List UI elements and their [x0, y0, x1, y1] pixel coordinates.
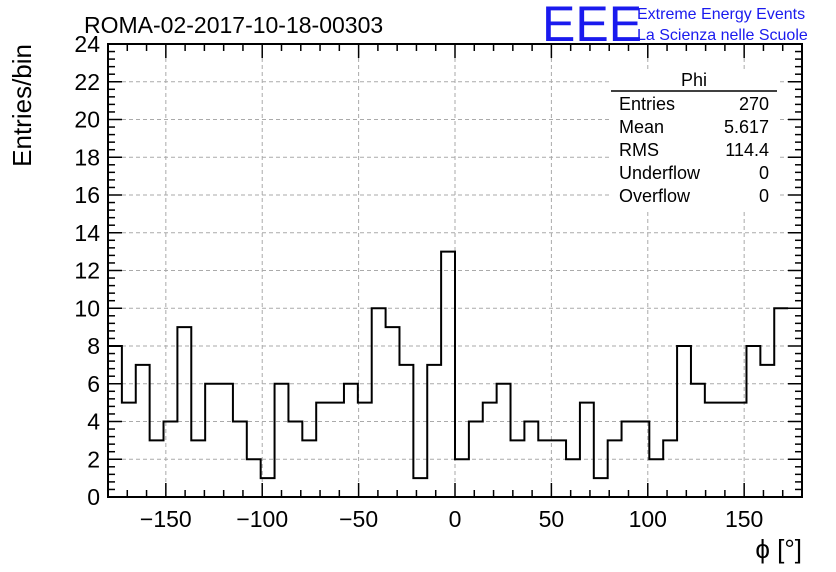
- histogram-bin: [524, 422, 538, 498]
- histogram-bin: [663, 440, 677, 497]
- histogram-bin: [302, 440, 316, 497]
- histogram-bin: [455, 459, 469, 497]
- histogram-bin: [580, 403, 594, 497]
- stats-row-label: Underflow: [619, 163, 701, 183]
- histogram-bin: [552, 440, 566, 497]
- stats-row-label: Mean: [619, 117, 664, 137]
- y-tick-label: 6: [87, 371, 100, 397]
- stats-rows: Entries 270 Mean 5.617 RMS 114.4 Underflow 0 Ove…: [619, 94, 769, 206]
- histogram-bin: [330, 403, 344, 497]
- y-tick-label: 14: [74, 220, 100, 246]
- stats-row-value: 5.617: [724, 117, 769, 137]
- x-tick-label: −100: [236, 506, 288, 532]
- histogram-bin: [386, 327, 400, 497]
- x-axis-title: ϕ [°]: [755, 534, 802, 564]
- y-tick-label: 24: [74, 31, 100, 57]
- stats-row-value: 0: [759, 186, 769, 206]
- histogram-steps: [108, 250, 789, 498]
- histogram-bin: [427, 365, 441, 497]
- stats-box-title: Phi: [681, 70, 707, 90]
- axes: [107, 43, 803, 498]
- y-tick-label: 12: [74, 258, 100, 284]
- y-tick-label: 18: [74, 144, 100, 170]
- histogram-bin: [233, 422, 247, 498]
- histogram-bin: [497, 384, 511, 497]
- stats-row-value: 270: [739, 94, 769, 114]
- histogram-bin: [677, 346, 691, 497]
- histogram-bin: [774, 308, 788, 497]
- histogram-bin: [538, 440, 552, 497]
- histogram-bin: [511, 440, 525, 497]
- histogram-bin: [594, 478, 608, 497]
- stats-row-label: Overflow: [619, 186, 691, 206]
- y-tick-label: 8: [87, 333, 100, 359]
- stats-box: Phi Entries 270 Mean 5.617 RMS 114.4 Underflow…: [611, 70, 777, 210]
- histogram-bin: [649, 459, 663, 497]
- y-tick-label: 4: [87, 409, 100, 435]
- histogram-bin: [399, 365, 413, 497]
- y-tick-label: 2: [87, 446, 100, 472]
- histogram-bin: [566, 459, 580, 497]
- histogram-bin: [705, 403, 719, 497]
- histogram-bin: [191, 440, 205, 497]
- stats-row-value: 114.4: [725, 140, 769, 160]
- x-tick-label: 150: [725, 506, 763, 532]
- histogram-bin: [247, 459, 261, 497]
- histogram-bin: [205, 384, 219, 497]
- logo-line-1: Extreme Energy Events: [637, 6, 805, 23]
- y-tick-label: 10: [74, 295, 100, 321]
- histogram-bin: [469, 422, 483, 498]
- histogram-bin: [288, 422, 302, 498]
- histogram-bin: [344, 384, 358, 497]
- histogram-bin: [441, 252, 455, 497]
- stats-row-label: Entries: [619, 94, 675, 114]
- x-tick-label: 50: [539, 506, 565, 532]
- histogram-bin: [150, 440, 164, 497]
- y-tick-label: 16: [74, 182, 100, 208]
- histogram-bin: [316, 403, 330, 497]
- y-tick-label: 0: [87, 484, 100, 510]
- x-tick-label: −150: [140, 506, 192, 532]
- histogram-bin: [219, 384, 233, 497]
- histogram-bin: [136, 365, 150, 497]
- histogram-bin: [746, 346, 760, 497]
- histogram-bin: [760, 365, 774, 497]
- stats-row-value: 0: [759, 163, 769, 183]
- histogram-bin: [483, 403, 497, 497]
- stats-box-background: [611, 70, 777, 210]
- histogram-bin: [691, 384, 705, 497]
- y-tick-label: 20: [74, 107, 100, 133]
- histogram-bin: [608, 440, 622, 497]
- x-tick-label: 100: [629, 506, 667, 532]
- histogram-bin: [372, 308, 386, 497]
- histogram-bin: [413, 478, 427, 497]
- x-tick-label: −50: [339, 506, 378, 532]
- histogram-bin: [358, 403, 372, 497]
- histogram-bin: [733, 403, 747, 497]
- y-tick-label: 22: [74, 69, 100, 95]
- stats-row-label: RMS: [619, 140, 659, 160]
- histogram-bin: [122, 403, 136, 497]
- histogram-bin: [719, 403, 733, 497]
- logo-line-2: La Scienza nelle Scuole: [637, 27, 808, 44]
- histogram-line: [108, 250, 789, 480]
- histogram-bin: [177, 327, 191, 497]
- y-axis-title: Entries/bin: [7, 44, 37, 167]
- x-tick-label: 0: [449, 506, 462, 532]
- histogram-bin: [275, 384, 289, 497]
- chart-title: ROMA-02-2017-10-18-00303: [84, 12, 383, 38]
- histogram-bin: [622, 422, 636, 498]
